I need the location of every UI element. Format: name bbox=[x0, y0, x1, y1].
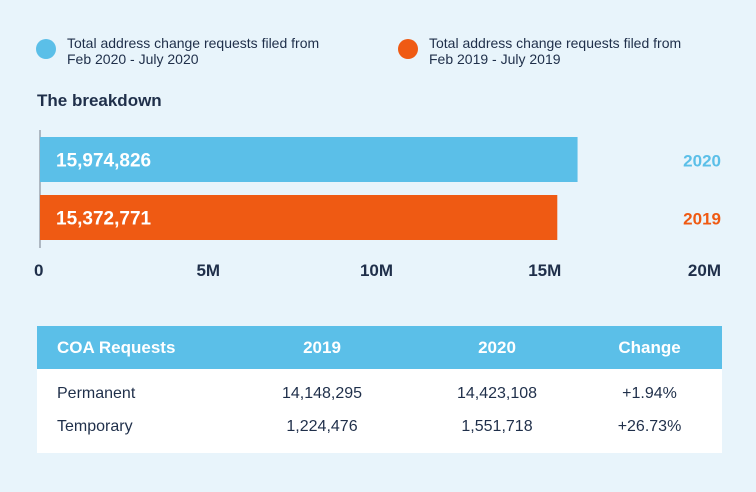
header-2020: 2020 bbox=[478, 337, 516, 357]
cell-2020: 1,551,718 bbox=[461, 417, 533, 435]
category-label-2020: 2020 bbox=[683, 152, 721, 171]
table-row: Temporary 1,224,476 1,551,718 +26.73% bbox=[37, 410, 722, 443]
row-label: Temporary bbox=[57, 417, 133, 435]
legend-item-2020: Total address change requests filed from… bbox=[36, 35, 347, 67]
bar-2020 bbox=[40, 137, 578, 182]
coa-requests-table: COA Requests 2019 2020 Change Permanent … bbox=[37, 326, 722, 453]
cell-change: +26.73% bbox=[617, 417, 682, 435]
cell-2020: 14,423,108 bbox=[456, 384, 538, 402]
legend-text-2019: Total address change requests filed from… bbox=[429, 35, 682, 67]
bar-value-label-2019: 15,372,771 bbox=[56, 209, 152, 230]
row-label: Permanent bbox=[57, 384, 136, 402]
legend-item-2019: Total address change requests filed from… bbox=[398, 35, 709, 67]
legend-dot-2019 bbox=[398, 39, 418, 59]
x-tick-label: 20M bbox=[688, 261, 721, 280]
x-tick-label: 0 bbox=[34, 261, 43, 280]
category-label-2019: 2019 bbox=[683, 210, 721, 229]
legend-text-2020: Total address change requests filed from… bbox=[67, 35, 320, 67]
header-coa-requests: COA Requests bbox=[57, 337, 176, 357]
x-tick-label: 15M bbox=[528, 261, 561, 280]
x-tick-label: 5M bbox=[196, 261, 220, 280]
header-change: Change bbox=[618, 337, 681, 357]
table-row: Permanent 14,148,295 14,423,108 +1.94% bbox=[37, 377, 722, 410]
table-header: COA Requests 2019 2020 Change bbox=[37, 326, 722, 369]
cell-change: +1.94% bbox=[622, 384, 677, 402]
x-tick-label: 10M bbox=[360, 261, 393, 280]
legend-dot-2020 bbox=[36, 39, 56, 59]
bar-2019 bbox=[40, 195, 558, 240]
cell-2019: 14,148,295 bbox=[281, 384, 363, 402]
cell-2019: 1,224,476 bbox=[286, 417, 358, 435]
header-2019: 2019 bbox=[303, 337, 341, 357]
bar-chart: 15,974,826 2020 15,372,771 2019 0 5M 10M 15M 20M bbox=[34, 130, 721, 280]
bar-value-label-2020: 15,974,826 bbox=[56, 151, 151, 172]
section-title: The breakdown bbox=[37, 91, 162, 110]
